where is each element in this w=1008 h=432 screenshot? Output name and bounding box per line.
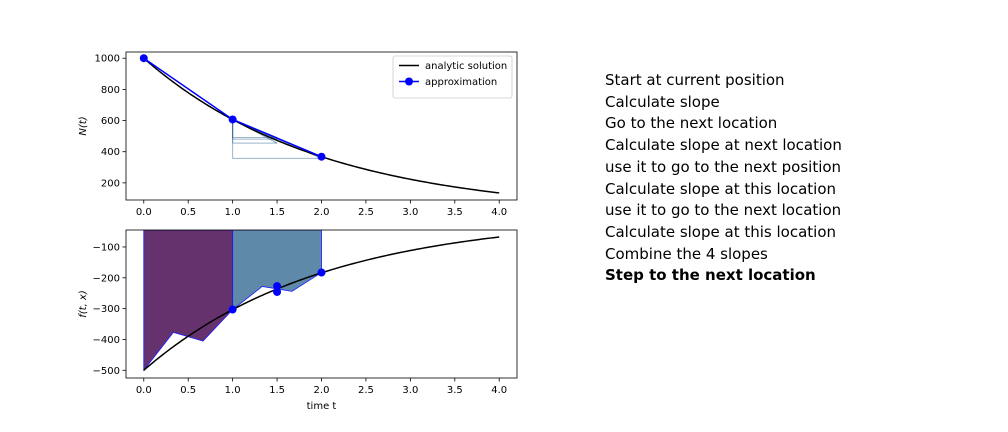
- step-item: use it to go to the next position: [605, 157, 842, 176]
- y-tick-label: 1000: [95, 54, 120, 65]
- legend-swatch-marker: [405, 77, 413, 86]
- legend-label: approximation: [425, 77, 497, 88]
- y-tick-label: 200: [101, 178, 120, 189]
- y-tick-label: −100: [93, 242, 120, 253]
- y-tick-label: 800: [101, 85, 120, 96]
- step-item: Calculate slope: [605, 92, 720, 111]
- x-tick-label: 1.5: [269, 385, 285, 396]
- plot-area: [143, 230, 500, 372]
- x-axis-label: time t: [307, 401, 337, 412]
- y-tick-label: −300: [93, 304, 120, 315]
- data-point: [317, 268, 326, 277]
- top-chart-panel: 0.0 0.5 1.0 1.5 2.0 2.5 3.0 3.5 4.0 200 400 600 800 1…: [78, 51, 518, 218]
- data-point: [273, 287, 282, 296]
- x-tick-label: 2.5: [358, 385, 374, 396]
- step-item: Calculate slope at this location: [605, 222, 836, 241]
- plot-area: [139, 54, 500, 194]
- data-point: [317, 152, 326, 161]
- x-tick-label: 3.0: [402, 207, 418, 218]
- step-item-current: Step to the next location: [605, 266, 816, 285]
- y-tick-label: −400: [93, 335, 120, 346]
- step-item: use it to go to the next location: [605, 201, 842, 220]
- x-tick-label: 4.0: [491, 207, 507, 218]
- y-axis-label: f(t, x): [78, 290, 89, 318]
- x-tick-label: 3.5: [447, 207, 463, 218]
- y-tick-label: 400: [101, 147, 120, 158]
- legend: analytic solution approximation: [392, 55, 513, 99]
- data-point: [228, 305, 237, 314]
- legend-box: [392, 55, 513, 99]
- x-tick-label: 0.5: [180, 385, 196, 396]
- slope-region-0: [143, 230, 234, 372]
- data-point: [273, 282, 282, 291]
- x-tick-label: 1.0: [225, 207, 241, 218]
- x-tick-label: 2.5: [358, 207, 374, 218]
- y-tick-label: −200: [93, 273, 120, 284]
- y-tick-label: −500: [93, 366, 120, 377]
- x-tick-label: 0.0: [136, 385, 152, 396]
- step-item: Calculate slope at next location: [605, 136, 842, 155]
- x-tick-label: 2.0: [314, 385, 330, 396]
- step-item: Combine the 4 slopes: [605, 244, 768, 263]
- algorithm-steps-list: Start at current position Calculate slop…: [605, 70, 842, 287]
- data-point: [228, 115, 237, 124]
- x-tick-label: 4.0: [491, 385, 507, 396]
- x-tick-label: 0.0: [136, 207, 152, 218]
- x-tick-label: 3.0: [402, 385, 418, 396]
- x-tick-label: 2.0: [314, 207, 330, 218]
- x-tick-label: 1.0: [225, 385, 241, 396]
- bottom-chart-panel: 0.0 0.5 1.0 1.5 2.0 2.5 3.0 3.5 4.0 −500 −400 −300 −…: [78, 229, 518, 412]
- x-tick-label: 1.5: [269, 207, 285, 218]
- legend-label: analytic solution: [425, 61, 507, 72]
- y-axis-label: N(t): [78, 116, 89, 135]
- x-tick-label: 0.5: [180, 207, 196, 218]
- slope-region-1: [232, 230, 322, 311]
- step-item: Go to the next location: [605, 114, 778, 133]
- y-tick-label: 600: [101, 116, 120, 127]
- step-item: Calculate slope at this location: [605, 179, 836, 198]
- data-point: [139, 54, 148, 63]
- step-item: Start at current position: [605, 71, 785, 89]
- x-tick-label: 3.5: [447, 385, 463, 396]
